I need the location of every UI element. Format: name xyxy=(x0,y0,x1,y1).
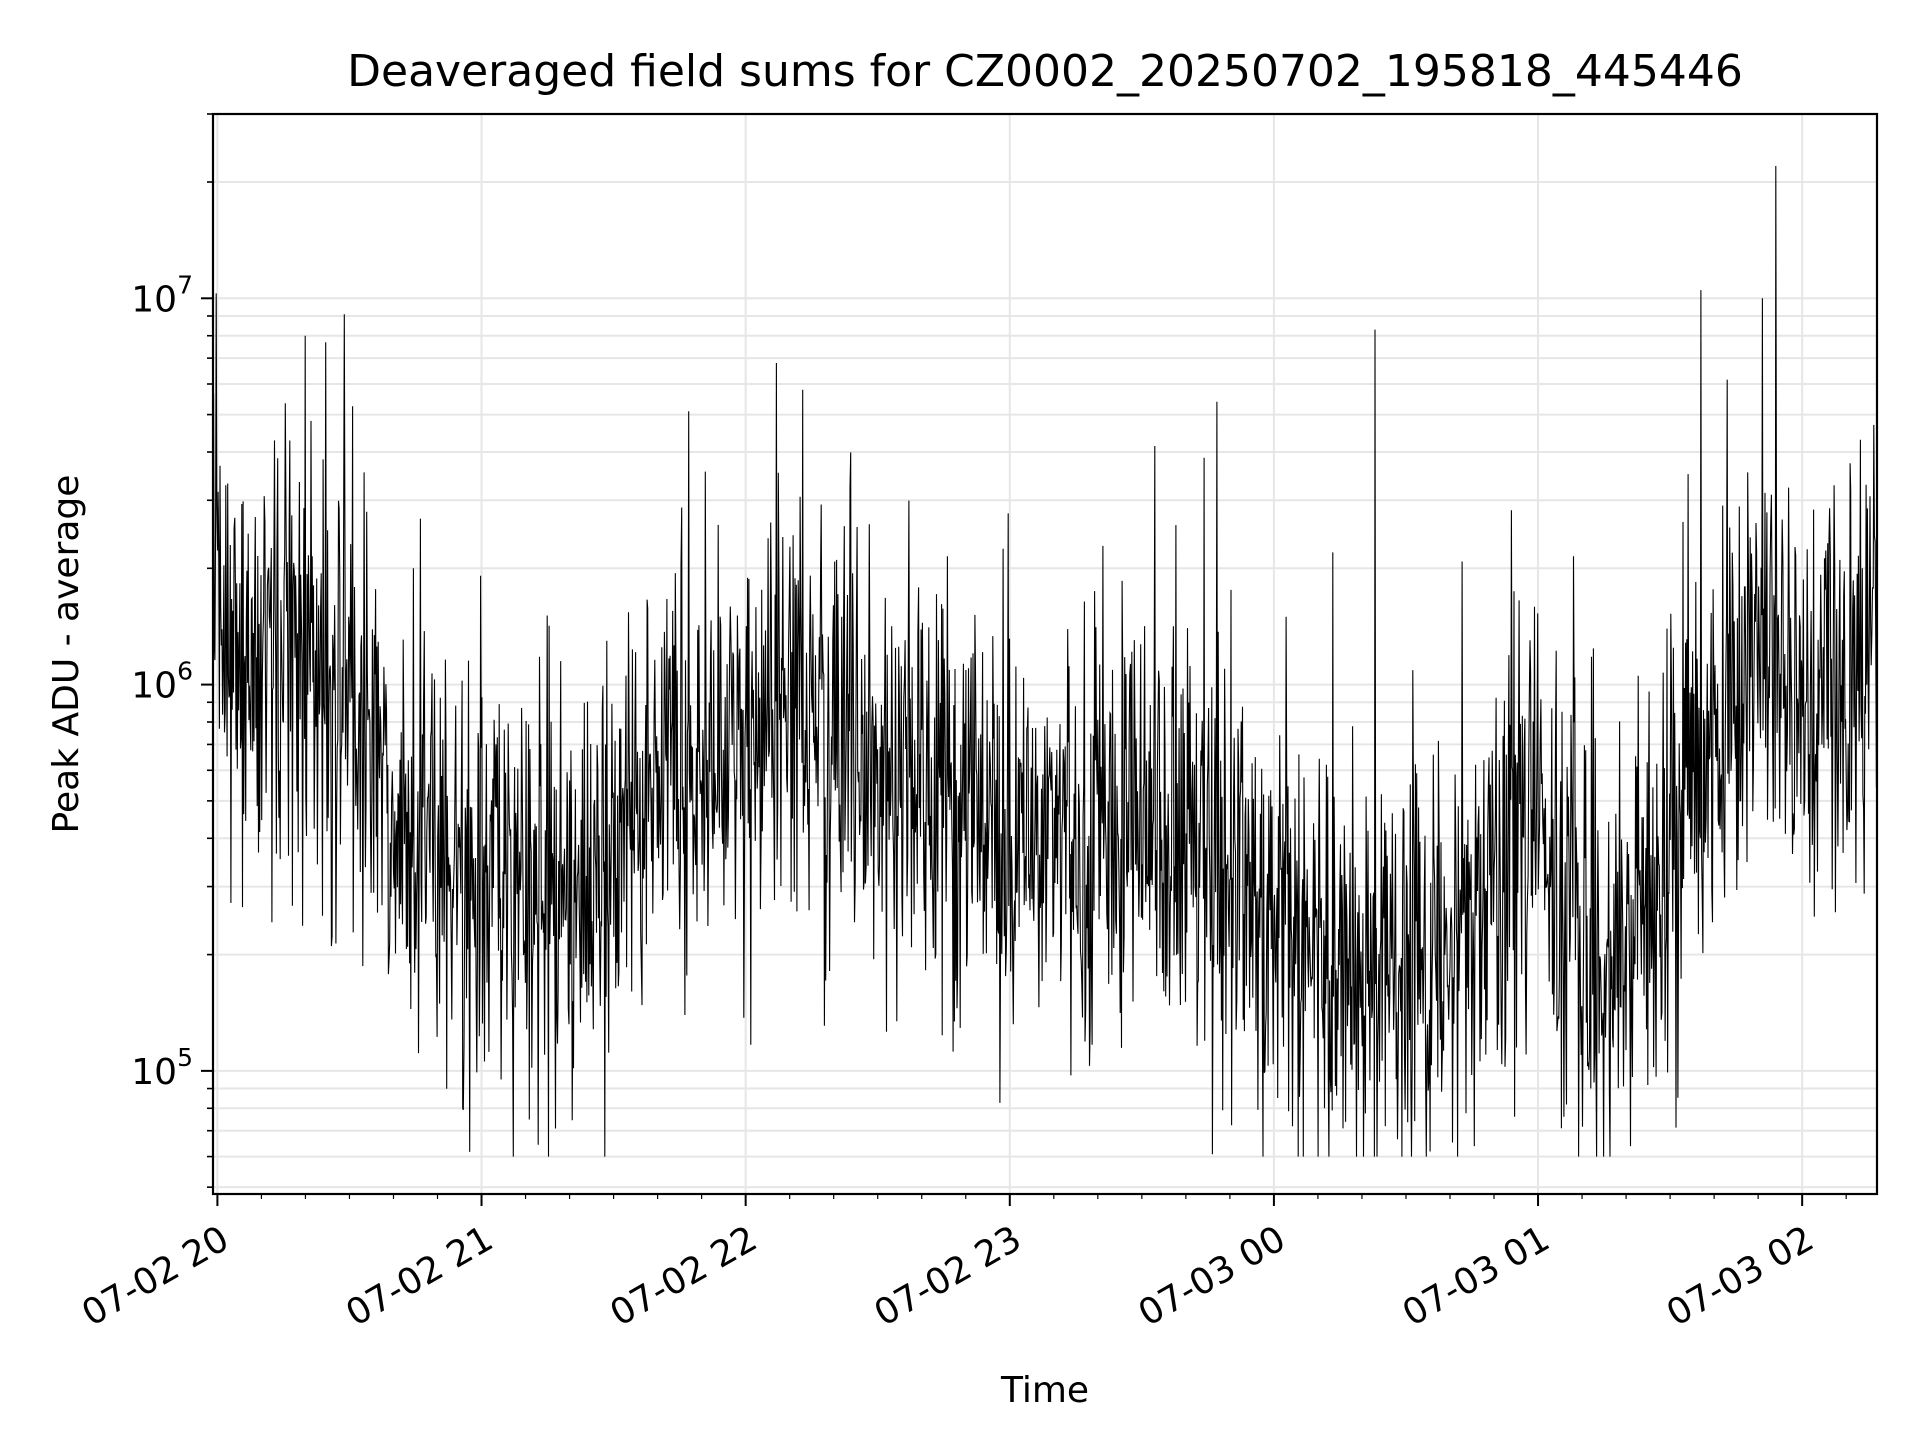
y-tick-label: 105 xyxy=(131,1043,193,1093)
plot-frame xyxy=(211,112,1879,1196)
y-axis-label: Peak ADU - average xyxy=(46,475,87,834)
x-axis-label: Time xyxy=(1000,1370,1089,1411)
y-tick-label: 107 xyxy=(131,270,193,320)
series-line xyxy=(212,165,1878,1157)
chart-title: Deaveraged field sums for CZ0002_2025070… xyxy=(347,46,1743,97)
data-line-group xyxy=(212,165,1878,1157)
y-tick-label: 106 xyxy=(131,657,193,707)
